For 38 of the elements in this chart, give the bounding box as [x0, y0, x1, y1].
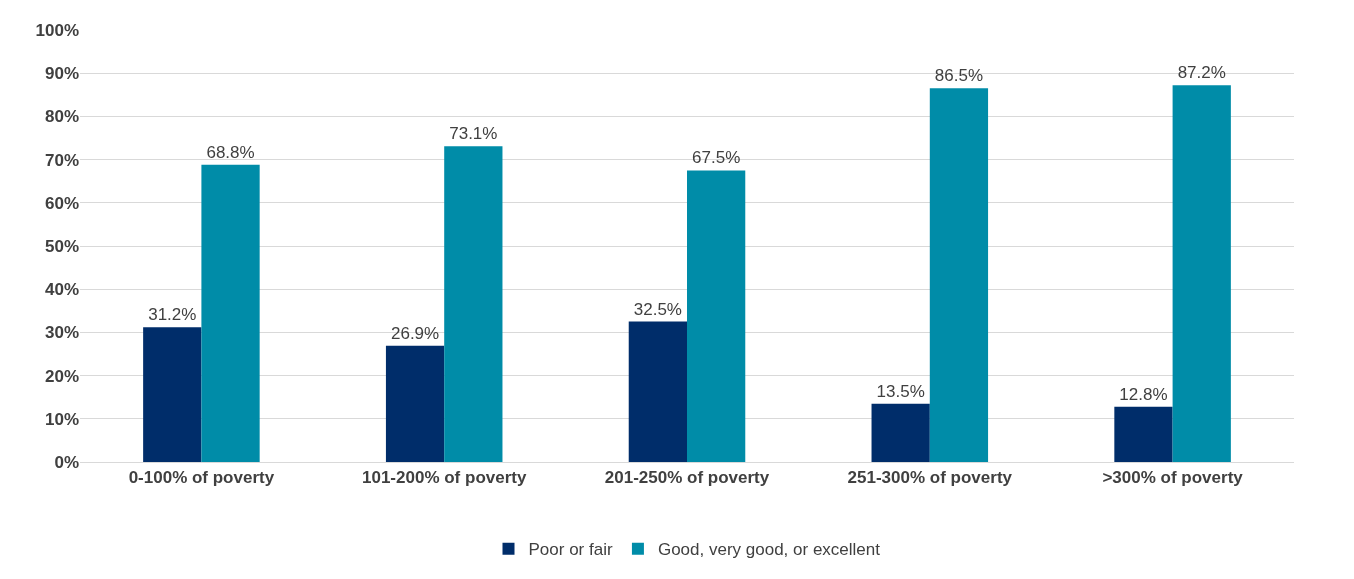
bar [143, 327, 202, 462]
y-tick-label: 40% [44, 280, 79, 300]
legend-label: Poor or fair [528, 540, 613, 560]
y-tick-label: 0% [54, 452, 79, 472]
x-tick-label: 251-300% of poverty [847, 468, 1013, 488]
text: 67.5% [692, 148, 741, 168]
text: 73.1% [449, 124, 498, 144]
text: 13.5% [876, 381, 925, 401]
x-tick-label: 0-100% of poverty [128, 468, 275, 488]
bar [628, 321, 687, 462]
y-tick-label: 60% [44, 193, 79, 213]
text: 87.2% [1177, 63, 1226, 83]
bar [1172, 85, 1231, 462]
y-tick-label: 20% [44, 366, 79, 386]
text: 31.2% [148, 305, 197, 325]
bar [929, 88, 989, 462]
bar [871, 403, 930, 462]
y-tick-label: 70% [44, 150, 79, 170]
bar [201, 164, 260, 462]
y-tick-label: 100% [35, 20, 79, 40]
text: 12.8% [1119, 384, 1168, 404]
text: 26.9% [390, 323, 440, 343]
y-tick-label: 90% [44, 64, 79, 84]
bar [687, 170, 746, 462]
y-tick-label: 50% [44, 236, 79, 256]
y-tick-label: 30% [44, 323, 79, 343]
bar [385, 345, 445, 462]
text: 68.8% [206, 142, 255, 162]
y-tick-label: 80% [44, 107, 79, 127]
y-tick-label: 10% [44, 409, 79, 429]
bar [444, 146, 503, 462]
legend-label: Good, very good, or excellent [657, 540, 881, 560]
text: 32.5% [633, 299, 682, 319]
x-tick-label: >300% of poverty [1102, 468, 1244, 488]
text: 86.5% [934, 66, 984, 86]
x-tick-label: 101-200% of poverty [362, 468, 527, 488]
x-tick-label: 201-250% of poverty [604, 468, 770, 488]
bar [1114, 406, 1173, 462]
